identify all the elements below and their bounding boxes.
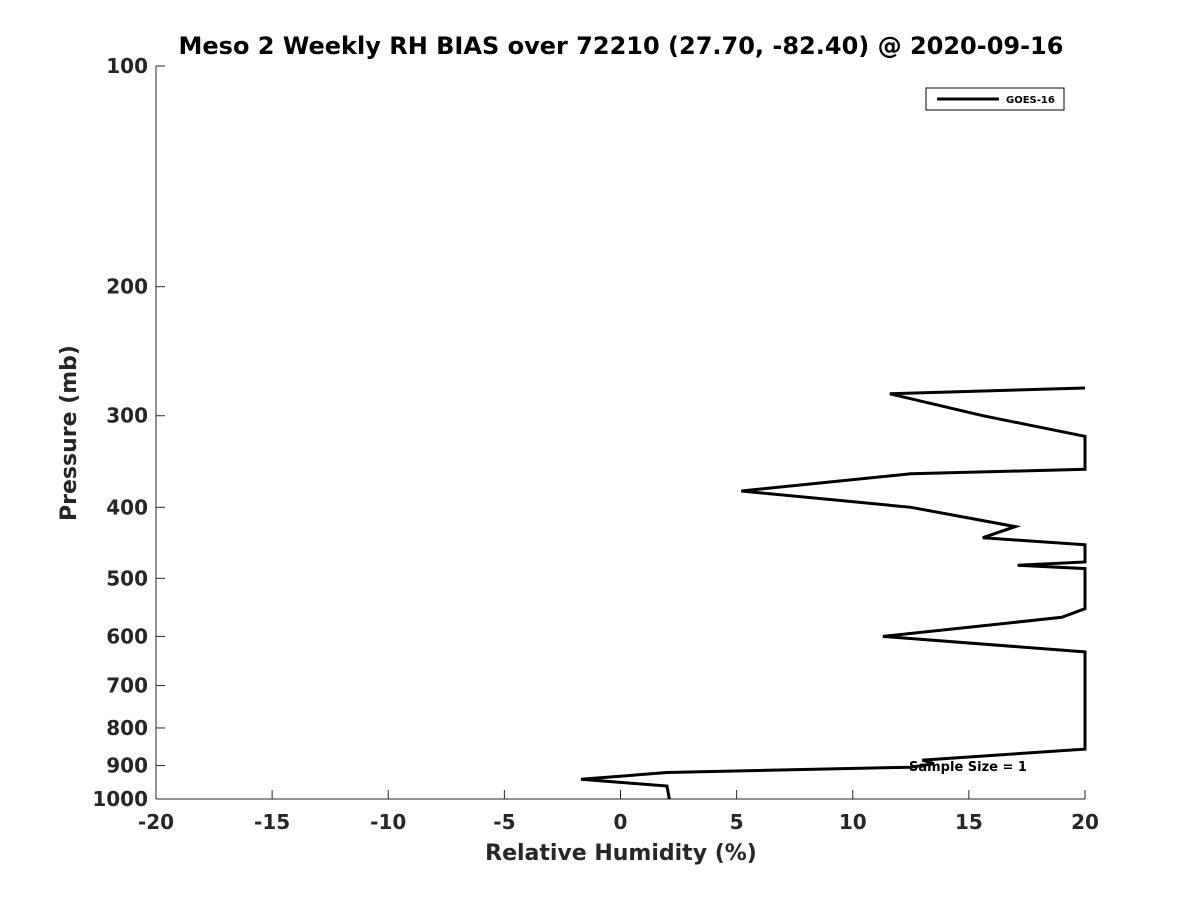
y-axis-label: Pressure (mb) <box>57 345 82 521</box>
y-tick-label: 300 <box>106 404 148 428</box>
sample-size-annotation: Sample Size = 1 <box>909 760 1027 775</box>
x-tick-label: 10 <box>839 810 867 834</box>
x-tick-label: 20 <box>1071 810 1099 834</box>
y-tick-label: 800 <box>106 716 148 740</box>
x-axis: -20 -15 -10 -5 0 5 10 15 20 <box>138 790 1099 834</box>
x-tick-label: -15 <box>254 810 290 834</box>
legend: GOES-16 <box>925 87 1065 111</box>
y-tick-label: 900 <box>106 753 148 777</box>
x-tick-label: 15 <box>955 810 983 834</box>
x-tick-label: -10 <box>370 810 406 834</box>
y-tick-label: 500 <box>106 566 148 590</box>
y-tick-label: 700 <box>106 673 148 697</box>
series-layer <box>580 386 1087 800</box>
y-tick-label: 200 <box>106 275 148 299</box>
x-tick-label: -5 <box>493 810 515 834</box>
y-tick-label: 600 <box>106 624 148 648</box>
y-tick-label: 400 <box>106 495 148 519</box>
x-axis-label: Relative Humidity (%) <box>485 841 757 866</box>
plot-area <box>156 66 1085 799</box>
y-tick-label: 1000 <box>92 787 148 811</box>
x-tick-label: -20 <box>138 810 174 834</box>
y-tick-label: 100 <box>106 54 148 78</box>
legend-label-goes-16: GOES-16 <box>1006 95 1055 106</box>
series-line-goes-16 <box>580 386 1087 800</box>
x-tick-label: 5 <box>730 810 744 834</box>
chart-title: Meso 2 Weekly RH BIAS over 72210 (27.70,… <box>179 32 1064 60</box>
y-axis: 100 200 300 400 500 600 700 800 900 1000 <box>92 54 165 811</box>
x-tick-label: 0 <box>614 810 628 834</box>
